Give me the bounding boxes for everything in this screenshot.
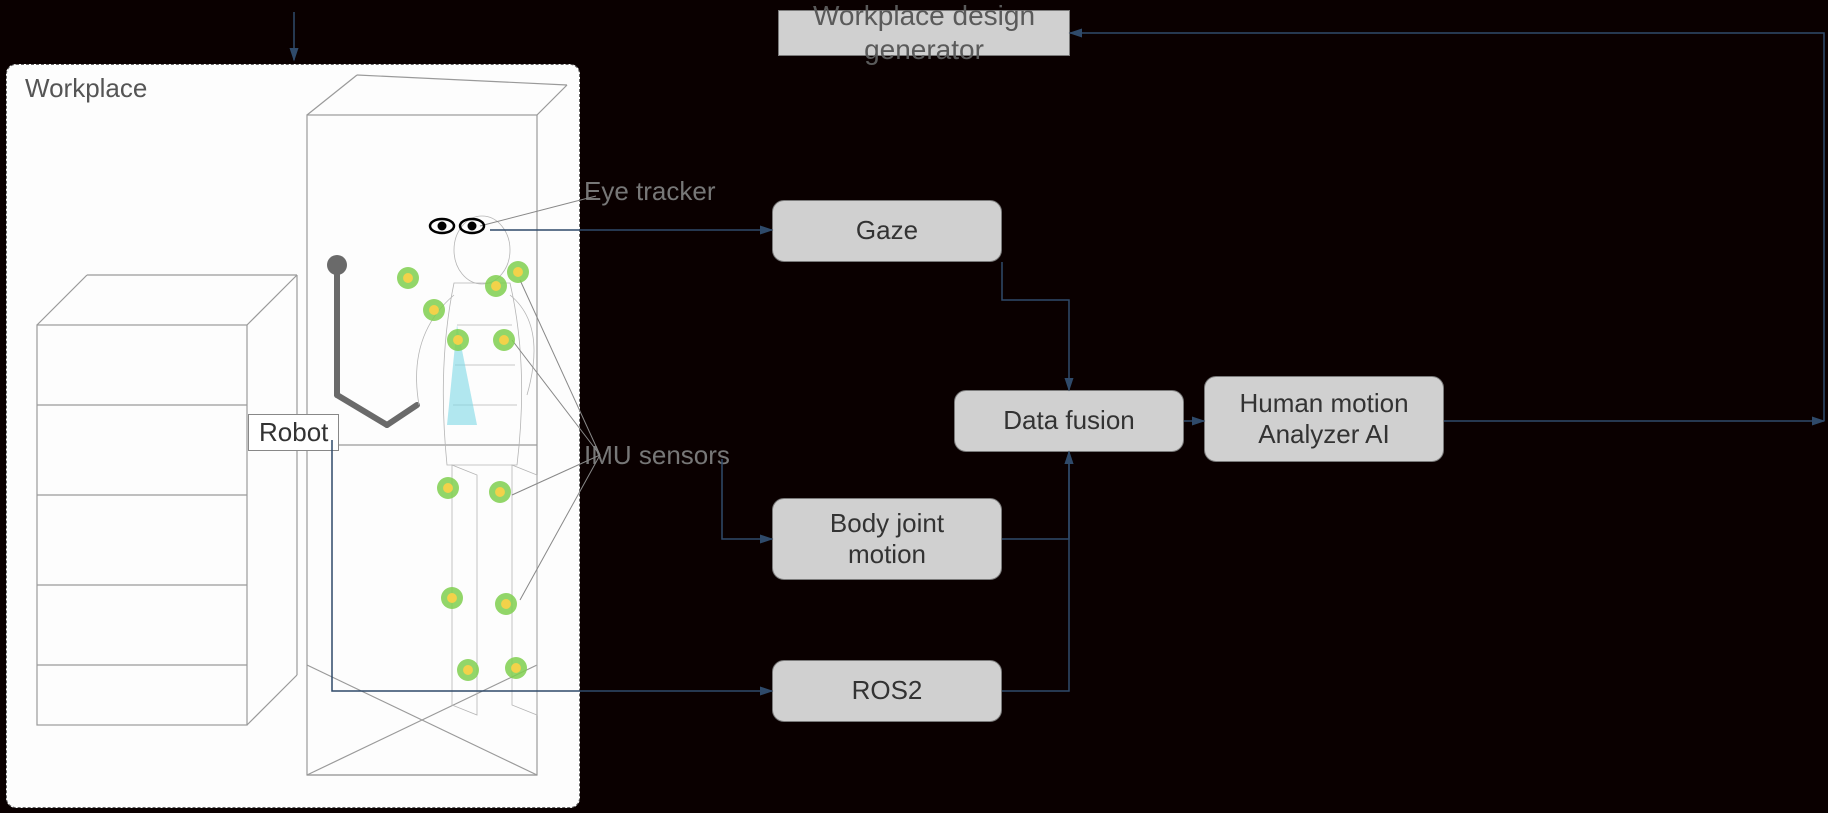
datafusion-label: Data fusion xyxy=(1003,405,1135,436)
gaze-label: Gaze xyxy=(856,215,918,246)
ros2-node: ROS2 xyxy=(772,660,1002,722)
analyzer-label: Human motion Analyzer AI xyxy=(1239,388,1408,450)
edge-right-header xyxy=(1070,33,1824,421)
gaze-node: Gaze xyxy=(772,200,1002,262)
datafusion-node: Data fusion xyxy=(954,390,1184,452)
eye-tracker-label: Eye tracker xyxy=(584,176,716,207)
robot-label-box: Robot xyxy=(248,414,339,451)
bodyjoint-label: Body joint motion xyxy=(830,508,944,570)
header-label: Workplace design generator xyxy=(793,0,1055,67)
analyzer-node: Human motion Analyzer AI xyxy=(1204,376,1444,462)
ros2-label: ROS2 xyxy=(852,675,923,706)
edge-imu-bodyjoint xyxy=(722,459,772,539)
edge-bodyjoint-fusion xyxy=(1002,452,1069,539)
header-box: Workplace design generator xyxy=(778,10,1070,56)
bodyjoint-node: Body joint motion xyxy=(772,498,1002,580)
edge-ros2-fusion xyxy=(1002,452,1069,691)
imu-sensors-label: IMU sensors xyxy=(584,440,730,471)
edge-gaze-fusion xyxy=(1002,262,1069,390)
robot-label: Robot xyxy=(259,417,328,447)
